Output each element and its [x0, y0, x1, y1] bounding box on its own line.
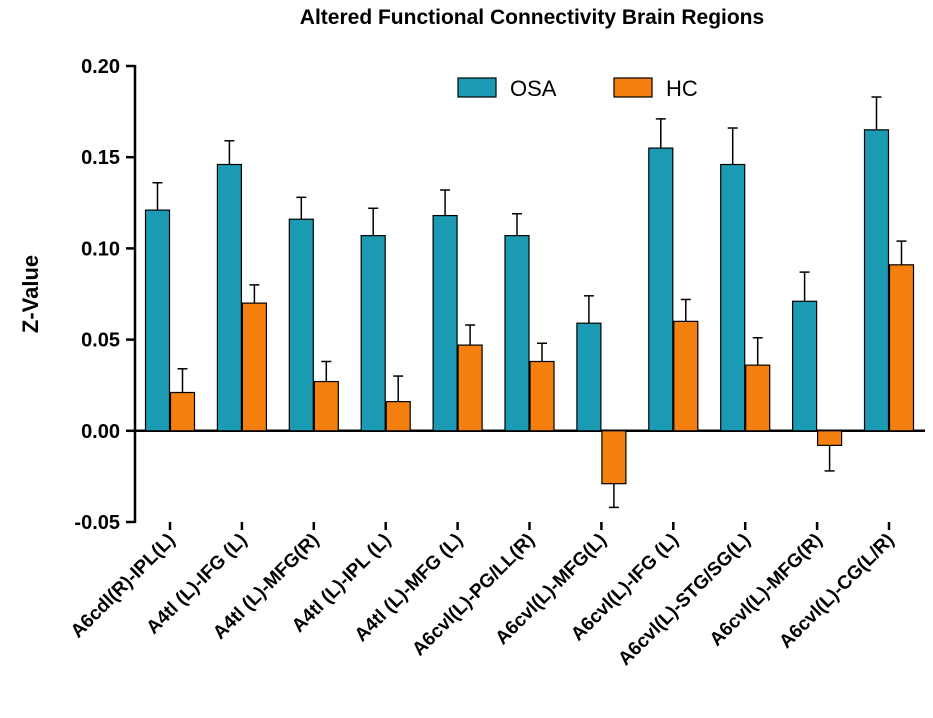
bar-hc	[457, 344, 483, 432]
bar-osa	[576, 322, 602, 432]
bar-hc	[888, 264, 915, 432]
bar-hc	[385, 401, 411, 432]
legend-swatch-osa	[457, 77, 497, 98]
bar-osa	[648, 147, 674, 432]
legend-swatch-hc	[613, 77, 653, 98]
bar-hc	[313, 380, 339, 432]
bar-hc	[816, 430, 843, 446]
bar-osa	[863, 129, 890, 432]
x-tick-labels: A6cdl(R)-IPL(L)A4tl (L)-IFG (L)A4tl (L)-…	[67, 530, 899, 670]
bar-hc	[601, 430, 627, 485]
bar-hc	[169, 391, 196, 432]
x-axis	[135, 429, 925, 530]
y-tick-label: 0.20	[81, 56, 120, 78]
bar-osa	[288, 218, 314, 432]
legend-label-hc: HC	[666, 76, 698, 101]
y-tick-label: 0.00	[81, 421, 120, 443]
y-axis-label: Z-Value	[18, 255, 43, 333]
bar-osa	[720, 163, 746, 432]
y-axis: -0.05 0.00 0.05 0.10 0.15 0.20	[74, 56, 137, 534]
bar-hc	[745, 364, 771, 432]
y-tick-label: 0.10	[81, 238, 120, 260]
bar-hc	[241, 302, 267, 432]
bar-osa	[504, 235, 530, 432]
chart-title: Altered Functional Connectivity Brain Re…	[300, 6, 764, 29]
bar-osa	[360, 235, 386, 432]
bar-osa	[791, 300, 818, 432]
bars	[144, 96, 915, 509]
y-tick-label: 0.05	[81, 330, 120, 352]
legend: OSA HC	[457, 76, 698, 101]
x-tick-label: A6cvl(L)-PG/LL(R)	[408, 530, 539, 661]
legend-label-osa: OSA	[510, 76, 557, 101]
bar-osa	[216, 163, 242, 432]
bar-hc	[529, 360, 555, 432]
y-tick-label: 0.15	[81, 147, 120, 169]
x-tick-label: A6cvl(L)-STG/SG(L)	[614, 530, 754, 670]
bar-hc	[673, 320, 699, 432]
bar-osa	[144, 209, 171, 432]
bar-osa	[432, 214, 458, 432]
y-tick-label: -0.05	[74, 512, 120, 534]
